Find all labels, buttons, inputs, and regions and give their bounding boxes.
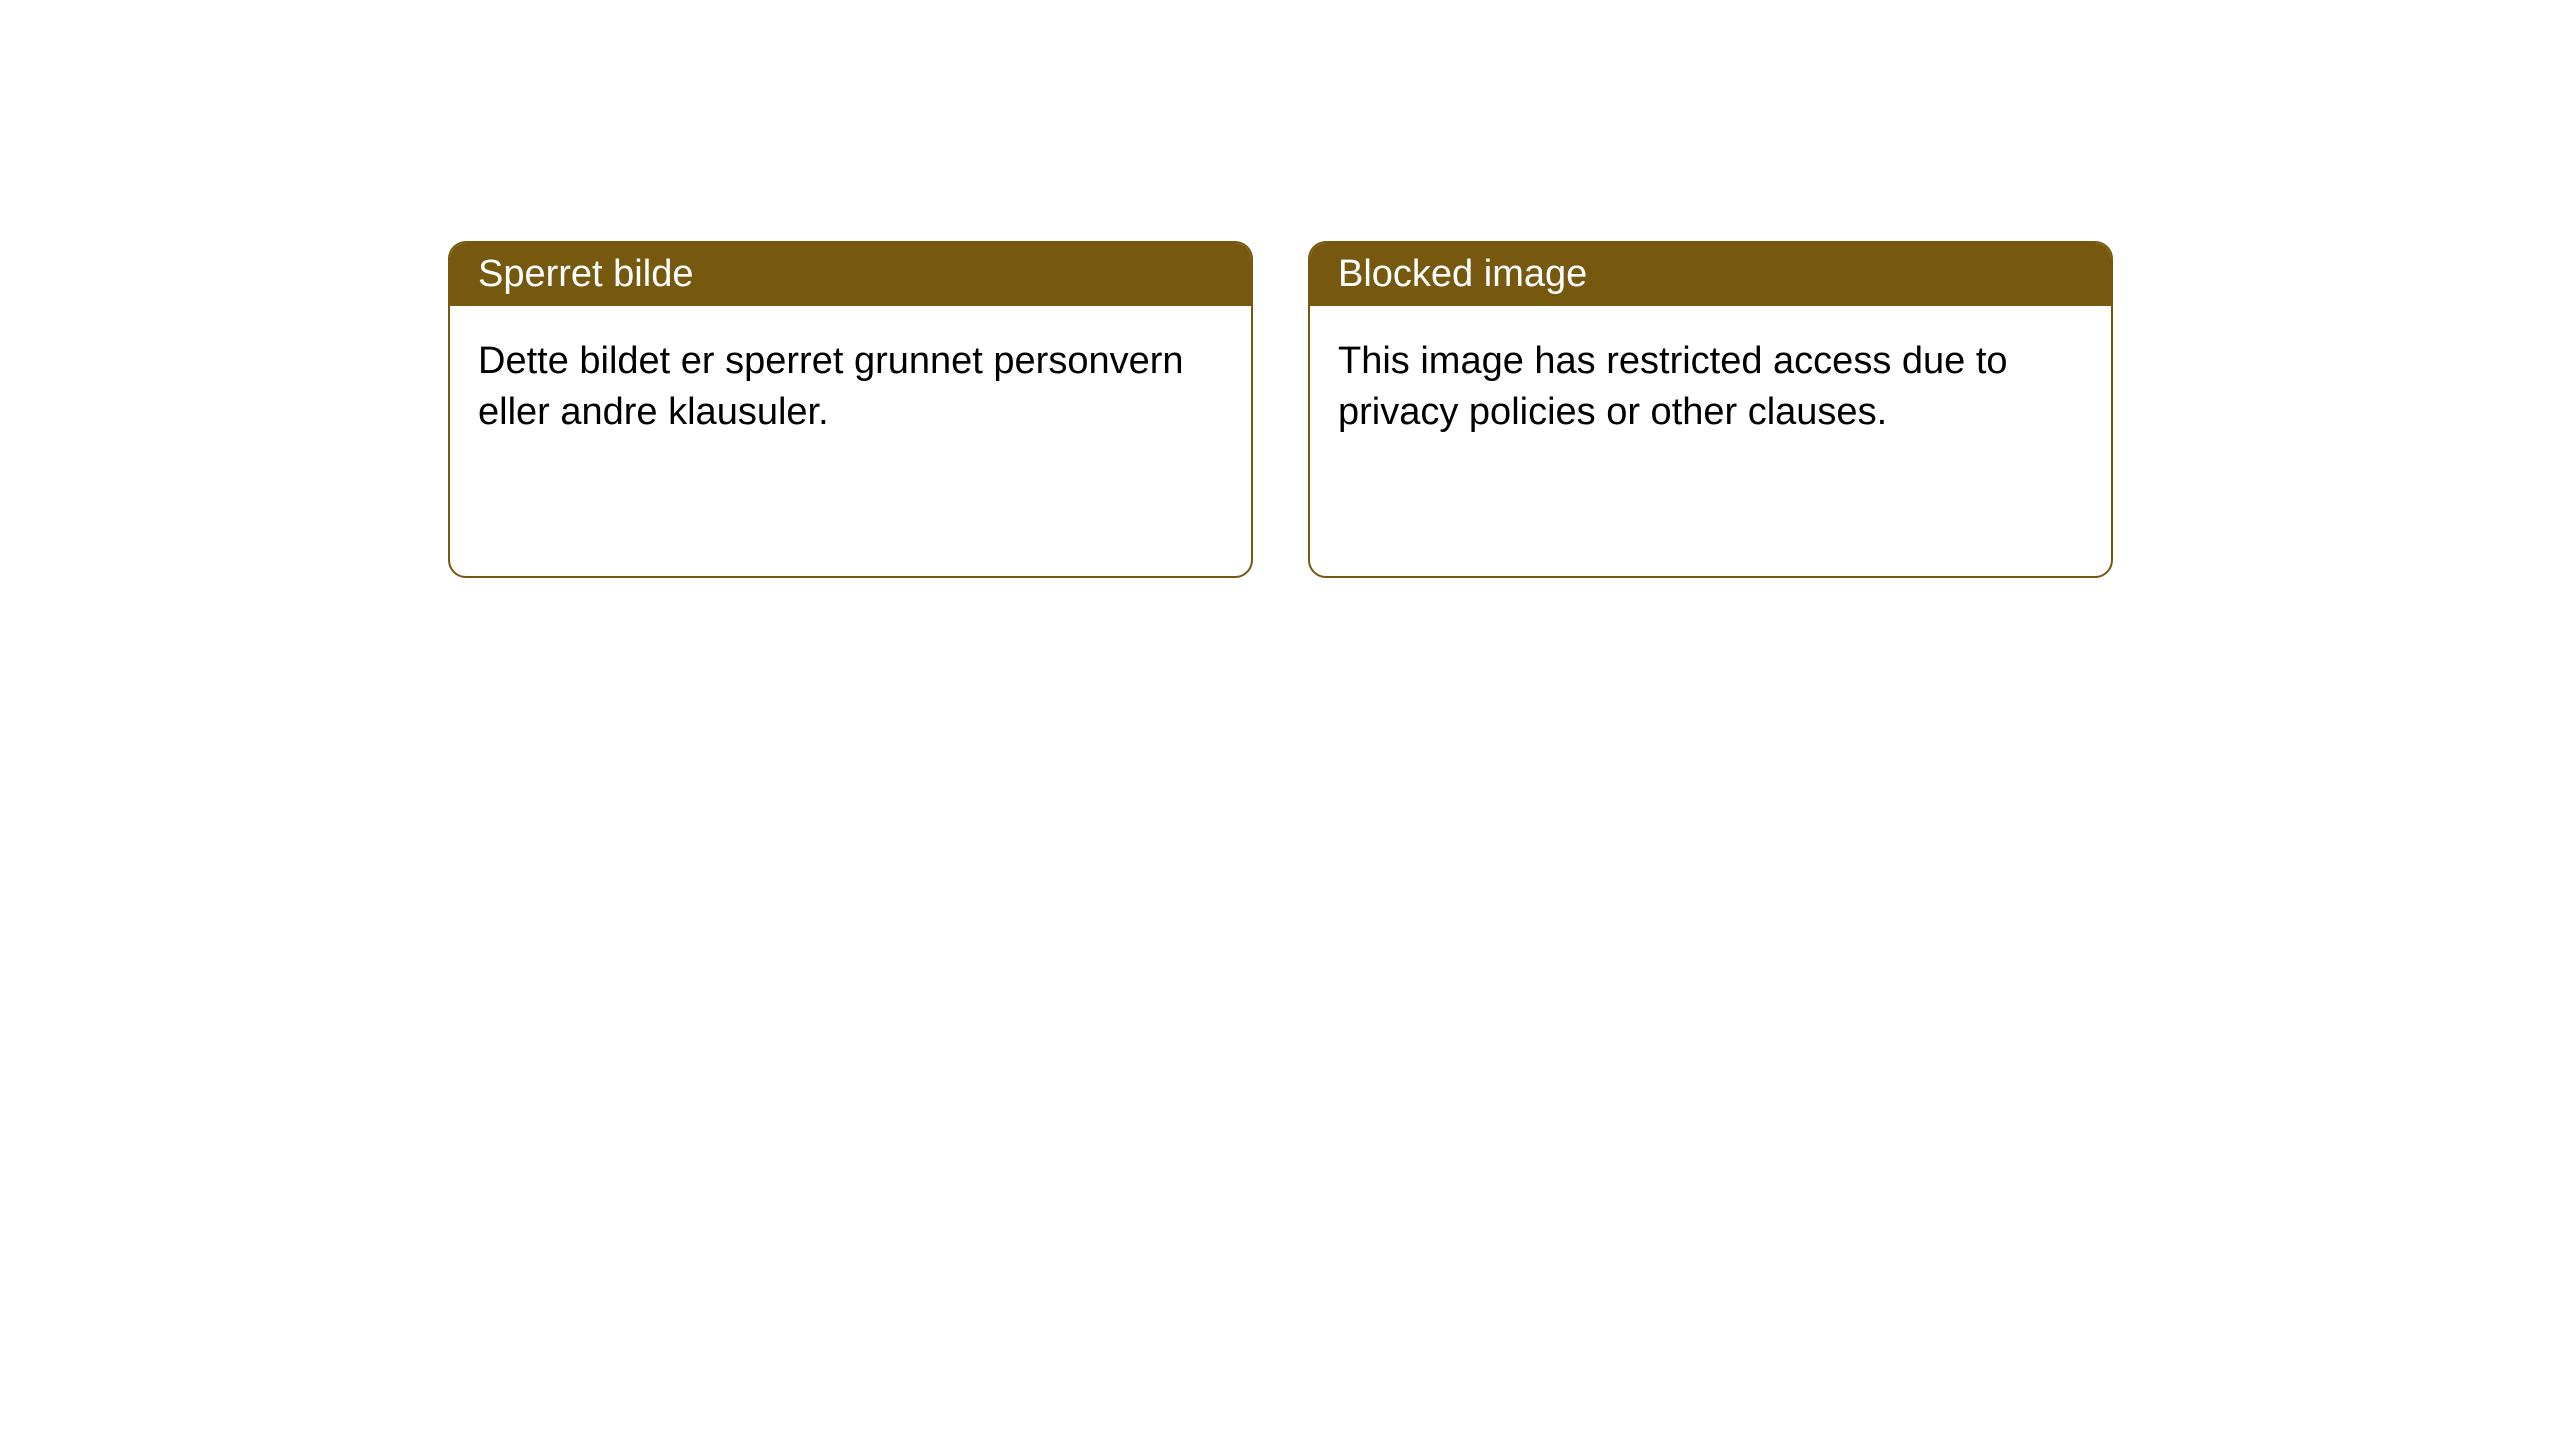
notice-body-english: This image has restricted access due to …: [1310, 306, 2111, 469]
notice-title-norwegian: Sperret bilde: [450, 243, 1251, 306]
notice-title-english: Blocked image: [1310, 243, 2111, 306]
notice-container: Sperret bilde Dette bildet er sperret gr…: [448, 241, 2113, 578]
notice-card-norwegian: Sperret bilde Dette bildet er sperret gr…: [448, 241, 1253, 578]
notice-card-english: Blocked image This image has restricted …: [1308, 241, 2113, 578]
notice-body-norwegian: Dette bildet er sperret grunnet personve…: [450, 306, 1251, 469]
